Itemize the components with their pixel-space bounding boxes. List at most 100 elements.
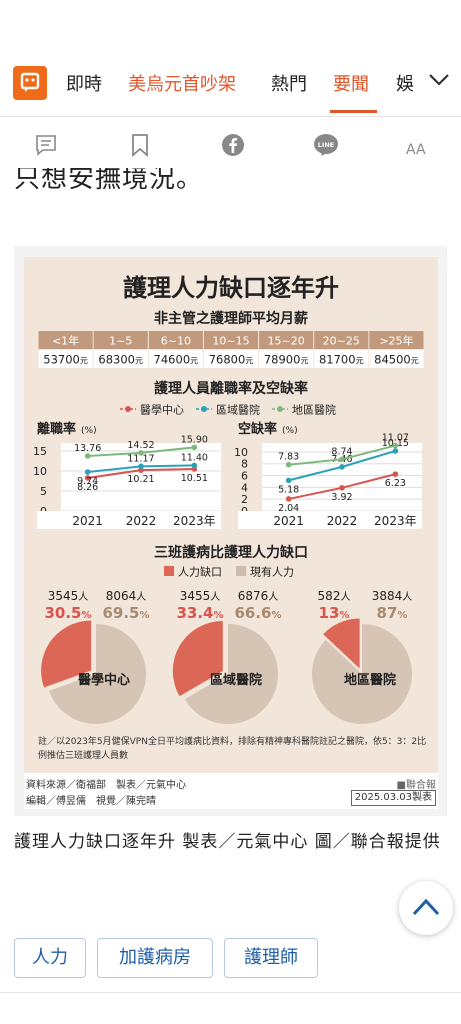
legend-swatch: [236, 566, 246, 576]
salary-year-label: <1年: [52, 334, 79, 348]
app-logo[interactable]: [13, 66, 47, 100]
gap-percent: 13%: [319, 604, 350, 622]
y-tick-label: 10: [33, 465, 47, 478]
data-point: [285, 477, 292, 484]
tab-instant[interactable]: 即時: [66, 74, 102, 95]
svg-text:LINE: LINE: [318, 141, 334, 149]
data-point: [84, 469, 91, 475]
salary-year-cell: [93, 331, 148, 349]
data-label: 2.04: [278, 503, 299, 514]
legend-marker: [277, 406, 283, 412]
infographic-image[interactable]: 護理人力缺口逐年升 非主管之護理師平均月薪 <1年 53700元 1~5 68300元…: [24, 257, 438, 809]
data-point: [392, 448, 399, 454]
salary-year-cell: [259, 331, 314, 349]
data-label: 5.18: [278, 484, 299, 495]
data-point: [138, 463, 144, 470]
tab-headlines[interactable]: 要聞: [333, 74, 369, 95]
salary-year-label: 15~20: [268, 335, 305, 348]
data-label: 13.76: [74, 443, 101, 454]
data-point: [339, 464, 345, 470]
x-tick-label: 2022: [327, 514, 358, 528]
pie-label: 區域醫院: [210, 672, 262, 688]
salary-year-cell: [203, 331, 259, 349]
gap-percent: 33.4%: [176, 604, 223, 622]
infographic-note: 註／以2023年5月健保VPN全日平均護病比資料，排除有精神專科醫院註記之醫院，…: [38, 737, 427, 761]
data-label: 6.23: [385, 478, 406, 489]
data-label: 9.74: [77, 476, 98, 487]
tag-icu[interactable]: 加護病房: [97, 938, 213, 978]
infographic-poster: 護理人力缺口逐年升 非主管之護理師平均月薪 <1年 53700元 1~5 68300元…: [24, 257, 438, 773]
salary-amount-value: 74600元: [154, 353, 199, 367]
x-axis-band: [37, 511, 221, 529]
chevron-down-icon[interactable]: [428, 72, 450, 91]
gap-count: 3545人: [48, 589, 89, 603]
legend-marker: [201, 406, 207, 412]
current-percent: 87%: [377, 604, 408, 622]
tab-hot[interactable]: 熱門: [271, 74, 307, 95]
data-label: 10.21: [127, 474, 154, 485]
credit-brand: ■聯合報: [396, 780, 436, 791]
salary-amount-value: 68300元: [98, 353, 143, 367]
data-label: 3.92: [331, 492, 352, 503]
data-label: 11.17: [127, 453, 154, 464]
gap-count: 3455人: [180, 589, 221, 603]
bookmark-icon[interactable]: [130, 133, 150, 161]
vacancy-rate-chart: 空缺率(%)0246810202120222023年2.043.926.235.…: [234, 421, 422, 529]
pie-slice-current: [48, 624, 146, 724]
pie-slice-current: [312, 624, 412, 724]
data-label: 8.26: [77, 482, 98, 493]
chart-unit: (%): [81, 426, 97, 436]
salary-year-label: 1~5: [109, 335, 132, 348]
data-label: 14.52: [127, 440, 154, 451]
current-count: 8064人: [106, 589, 147, 603]
salary-amount-cell: [38, 350, 93, 368]
salary-amount-value: 53700元: [43, 353, 88, 367]
scroll-to-top-button[interactable]: [399, 881, 453, 935]
rate-title: 護理人員離職率及空缺率: [154, 380, 308, 397]
pie-label: 地區醫院: [344, 672, 396, 688]
legend-label: 人力缺口: [178, 565, 222, 579]
comment-icon[interactable]: [34, 133, 58, 161]
salary-year-cell: [369, 331, 424, 349]
data-label: 15.90: [181, 434, 208, 445]
legend-marker: [125, 406, 131, 412]
salary-year-cell: [38, 331, 93, 349]
pie-label: 醫學中心: [78, 672, 130, 688]
gap-percent: 30.5%: [44, 604, 91, 622]
x-tick-label: 2021: [273, 514, 304, 528]
data-point: [138, 450, 144, 456]
salary-table: <1年 53700元 1~5 68300元 6~10 74600元 10~15 76800元 1…: [38, 331, 424, 368]
credit-editor: 編輯／傅昱儒 視覺／陳完晴: [26, 796, 156, 807]
current-count: 6876人: [238, 589, 279, 603]
data-point: [191, 444, 198, 451]
data-point: [191, 462, 198, 469]
tag-nurse[interactable]: 護理師: [224, 938, 318, 978]
x-tick-label: 2023年: [173, 514, 216, 528]
salary-amount-value: 76800元: [209, 353, 254, 367]
y-tick-label: 5: [40, 485, 47, 498]
legend-label: 現有人力: [250, 565, 294, 579]
data-point: [84, 453, 91, 459]
turnover-rate-chart: 離職率(%)051015202120222023年8.2610.2110.519…: [33, 421, 221, 529]
font-size-icon[interactable]: AA: [406, 135, 426, 159]
salary-year-label: >25年: [379, 334, 413, 348]
data-point: [339, 485, 345, 491]
y-tick-label: 6: [241, 470, 248, 483]
tab-entertainment[interactable]: 娛: [396, 74, 414, 95]
font-size-label: AA: [406, 142, 426, 158]
data-point: [285, 496, 292, 502]
salary-year-label: 6~10: [161, 335, 191, 348]
rate-legend: 醫學中心 區域醫院 地區醫院: [120, 403, 336, 417]
credit-source: 資料來源／衛福部 製表／元氣中心: [26, 780, 186, 791]
facebook-icon[interactable]: [221, 133, 245, 161]
y-tick-label: 8: [241, 458, 248, 471]
top-nav: 即時 美烏元首吵架 熱門 要聞 娛: [0, 48, 461, 117]
chevron-up-icon: [412, 898, 440, 916]
infographic-credits: 資料來源／衛福部 製表／元氣中心 編輯／傅昱儒 視覺／陳完晴 ■聯合報 2025…: [24, 773, 438, 809]
line-icon[interactable]: LINE: [313, 133, 339, 161]
data-label: 10.51: [181, 473, 208, 484]
tag-manpower[interactable]: 人力: [14, 938, 86, 978]
salary-year-label: 20~25: [323, 335, 360, 348]
tab-trending-topic[interactable]: 美烏元首吵架: [128, 74, 236, 95]
data-point: [84, 475, 91, 481]
